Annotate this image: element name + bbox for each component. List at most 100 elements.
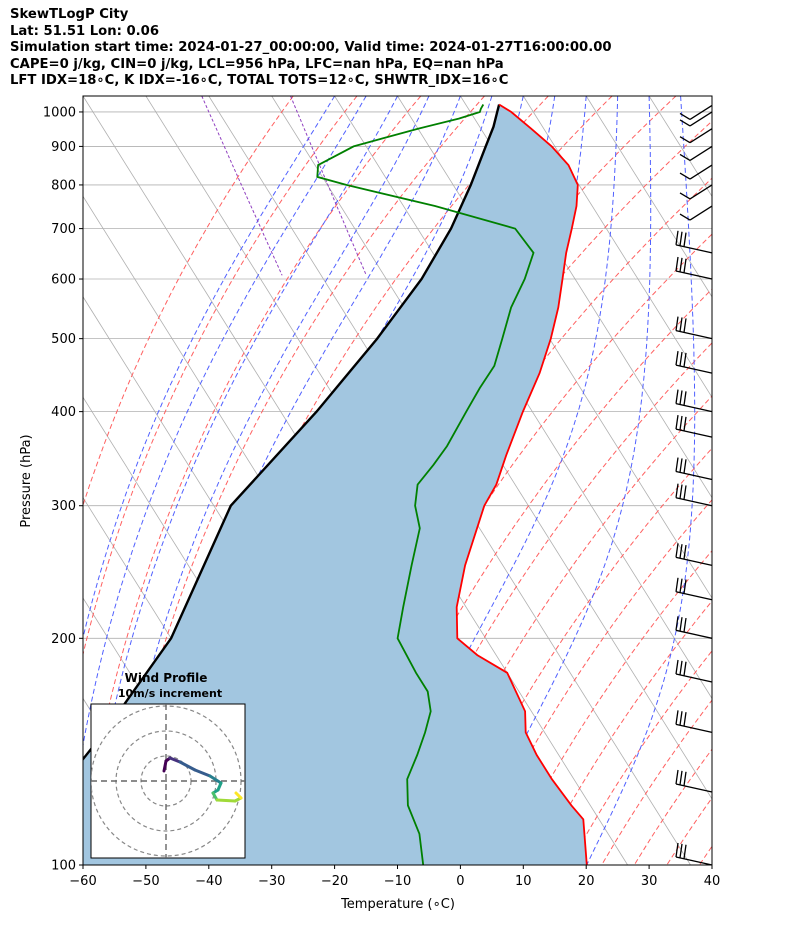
barb-shaft — [675, 497, 713, 507]
wind-barb — [675, 389, 713, 413]
barb-shaft — [675, 244, 713, 254]
x-tick-label: 10 — [515, 874, 532, 889]
y-tick-label: 400 — [51, 405, 76, 420]
barb-flag — [675, 483, 679, 498]
barb-flag — [679, 770, 683, 785]
barb-shaft — [675, 629, 713, 639]
wind-barb — [675, 842, 713, 866]
barb-flag — [683, 391, 687, 406]
dry-adiabat — [698, 845, 712, 865]
moist-adiabat — [463, 96, 652, 865]
wind-barb — [675, 457, 713, 481]
barb-flag — [679, 390, 683, 405]
barb-shaft — [689, 145, 713, 161]
barb-flag — [679, 153, 691, 161]
barb-flag — [675, 543, 679, 558]
barb-flag — [679, 458, 683, 473]
barb-flag — [683, 485, 687, 500]
barb-flag — [683, 459, 687, 474]
barb-flag — [683, 258, 687, 273]
barb-flag — [679, 213, 691, 221]
hodograph-segment — [193, 768, 212, 778]
wind-barb — [679, 184, 713, 200]
barb-shaft — [689, 128, 713, 144]
barb-shaft — [689, 205, 713, 221]
y-tick-label: 700 — [51, 222, 76, 237]
moist-adiabat — [87, 96, 398, 865]
wind-barb — [675, 769, 713, 793]
barb-flag — [683, 844, 687, 859]
barb-flag — [679, 484, 683, 499]
barb-flag — [675, 659, 679, 675]
cape-cin-area — [83, 104, 587, 865]
dry-adiabat — [83, 96, 294, 507]
dry-adiabat — [503, 550, 712, 865]
barb-shaft — [675, 402, 713, 413]
hodograph-segment — [215, 798, 237, 803]
moist-adiabat — [83, 96, 336, 640]
wind-barb — [675, 543, 713, 566]
wind-barb — [675, 351, 713, 374]
barb-shaft — [675, 591, 713, 601]
wind-barb — [675, 230, 713, 254]
parcel-profile-line — [83, 104, 501, 762]
dry-adiabat — [112, 96, 485, 865]
wind-barb — [675, 616, 713, 639]
x-tick-label: 20 — [578, 874, 595, 889]
barb-shaft — [675, 330, 713, 340]
barb-flag — [679, 192, 691, 200]
moist-adiabat — [371, 96, 619, 865]
barb-shaft — [689, 111, 713, 127]
wind-barb — [679, 104, 713, 121]
y-tick-label: 900 — [51, 140, 76, 155]
moist-adiabat — [744, 96, 794, 865]
mixing-ratio-line — [290, 96, 367, 276]
moist-adiabat — [110, 96, 430, 865]
cape-fill — [83, 104, 587, 865]
wind-barb — [675, 577, 713, 601]
barb-shaft — [675, 428, 713, 438]
barb-flag — [675, 769, 679, 785]
dry-adiabat — [732, 96, 794, 865]
wind-barb — [679, 128, 713, 144]
chart-header: SkewTLogP City Lat: 51.51 Lon: 0.06 Simu… — [10, 7, 790, 90]
barb-flag — [679, 711, 683, 726]
dry-adiabat — [666, 797, 712, 865]
barb-flag — [679, 578, 683, 593]
y-tick-label: 100 — [51, 859, 76, 874]
wind-barb — [675, 483, 713, 507]
hodograph-subtitle: 10m/s increment — [118, 687, 222, 700]
barb-shaft — [689, 104, 713, 121]
barb-flag — [679, 136, 691, 144]
barb-flag — [675, 256, 679, 272]
barb-flag — [679, 660, 683, 675]
barb-flag — [679, 317, 683, 332]
y-tick-label: 1000 — [43, 105, 76, 120]
isotherm-line — [334, 96, 712, 700]
moist-adiabat — [136, 96, 461, 865]
isotherm-line — [648, 96, 712, 198]
hodograph-segment — [208, 774, 223, 785]
barb-flag — [675, 842, 679, 858]
barb-shaft — [675, 673, 713, 683]
barb-flag — [683, 352, 687, 367]
x-tick-label: −50 — [132, 874, 159, 889]
barb-flag — [679, 257, 683, 272]
y-tick-label: 800 — [51, 178, 76, 193]
barb-flag — [675, 351, 679, 366]
wind-barb — [679, 164, 713, 180]
wind-barb — [679, 205, 713, 221]
time-info: Simulation start time: 2024-01-27_00:00:… — [10, 40, 612, 56]
x-tick-label: −40 — [195, 874, 222, 889]
barb-flag — [679, 415, 683, 431]
y-axis-label: Pressure (hPa) — [19, 434, 34, 527]
x-tick-label: 30 — [641, 874, 658, 889]
wind-barb — [679, 111, 713, 127]
barb-flag — [679, 112, 691, 121]
barb-shaft — [675, 270, 713, 280]
isotherm-line — [271, 96, 712, 800]
barb-shaft — [675, 364, 713, 374]
barb-flag — [679, 119, 691, 127]
barb-flag — [675, 616, 679, 631]
